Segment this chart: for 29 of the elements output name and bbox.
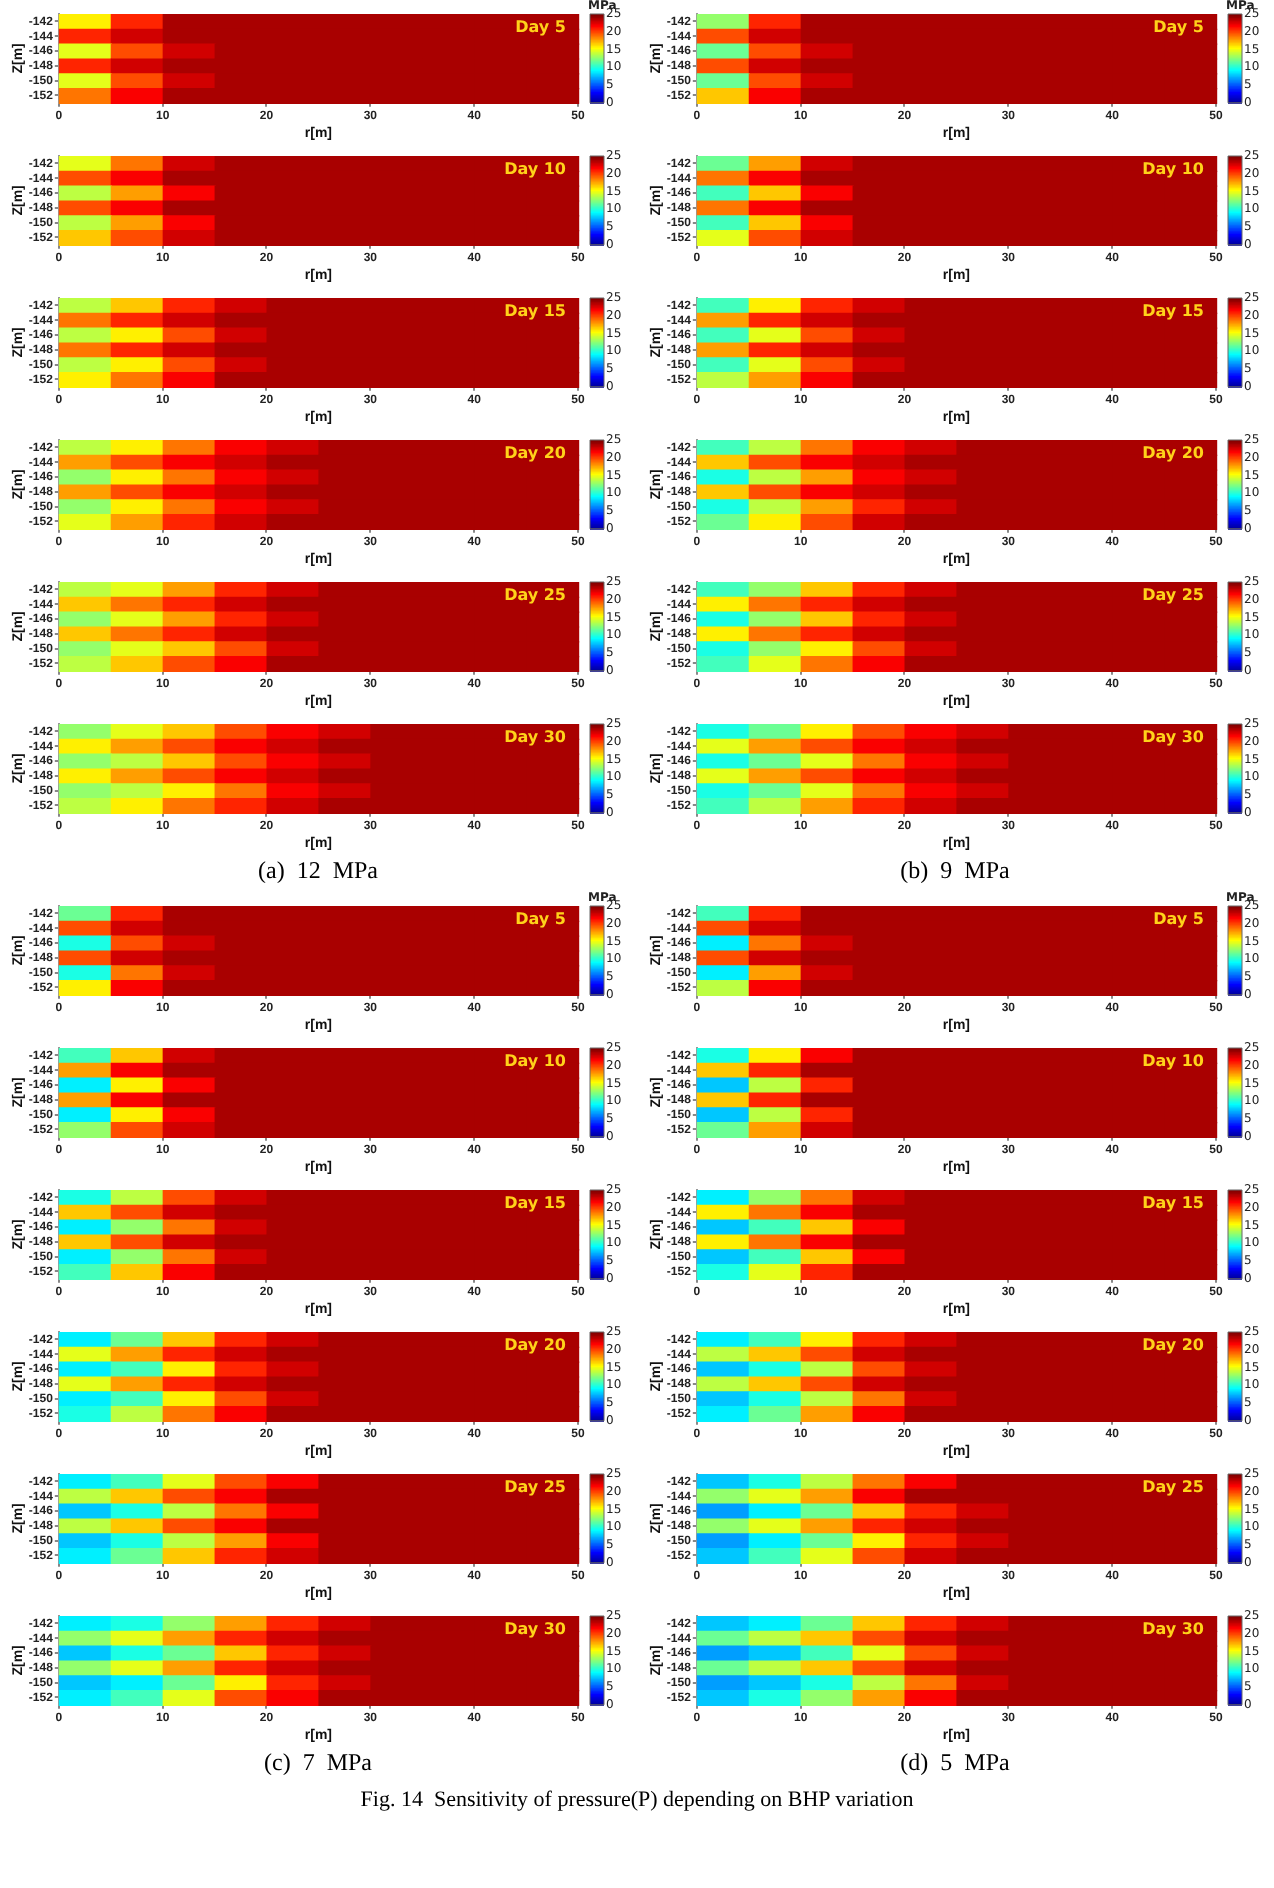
chart-title: Day 15 — [1141, 1194, 1204, 1213]
chart-title: Day 5 — [515, 910, 567, 929]
chart-title: Day 15 — [504, 302, 567, 321]
text: (d) 5 MPa — [900, 1746, 1010, 1780]
text: (b) 9 MPa — [900, 854, 1010, 888]
chart-title: Day 5 — [1152, 18, 1204, 37]
text: (c) 7 MPa — [264, 1746, 372, 1780]
chart-title: Day 25 — [1141, 586, 1204, 605]
chart-title: Day 30 — [504, 1620, 567, 1639]
caption: Fig. 14 Sensitivity of pressure(P) depending on BHP variation — [360, 1788, 914, 1812]
chart-title: Day 10 — [1141, 160, 1204, 179]
chart-title: Day 15 — [1141, 302, 1204, 321]
chart-title: Day 25 — [504, 586, 567, 605]
chart-title: Day 5 — [1152, 910, 1204, 929]
chart-title: Day 10 — [1141, 1052, 1204, 1071]
chart-title: Day 10 — [504, 160, 567, 179]
chart-title: Day 20 — [1141, 444, 1204, 463]
chart-title: Day 20 — [1141, 1336, 1204, 1355]
chart-title: Day 5 — [515, 18, 567, 37]
chart-title: Day 30 — [504, 728, 567, 747]
chart-title: Day 20 — [504, 444, 567, 463]
chart-title: Day 25 — [1141, 1478, 1204, 1497]
chart-title: Day 20 — [504, 1336, 567, 1355]
text: (a) 12 MPa — [258, 854, 378, 888]
chart-title: Day 30 — [1141, 1620, 1204, 1639]
chart-title: Day 30 — [1141, 728, 1204, 747]
chart-title: Day 10 — [504, 1052, 567, 1071]
chart-title: Day 15 — [504, 1194, 567, 1213]
chart-title: Day 25 — [504, 1478, 567, 1497]
